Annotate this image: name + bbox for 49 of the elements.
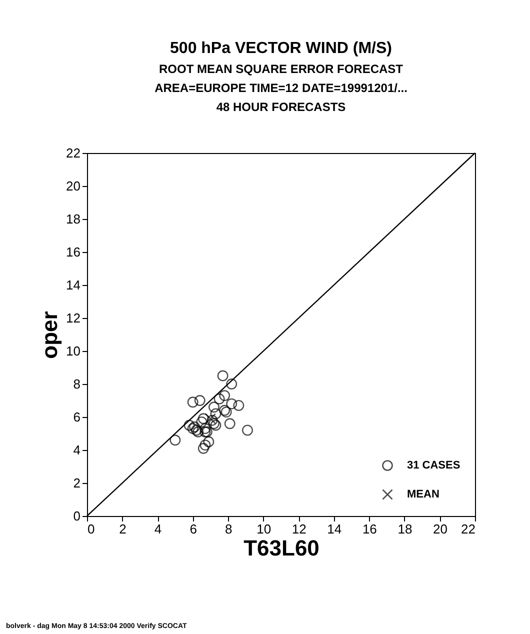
y-tick-label: 6 — [73, 410, 80, 424]
x-tick-label: 4 — [154, 522, 162, 536]
x-tick-label: 0 — [88, 522, 95, 536]
point — [200, 440, 211, 451]
point — [224, 418, 236, 430]
x-tick-label: 18 — [398, 522, 412, 536]
chart-title: 500 hPa VECTOR WIND (M/S) — [170, 40, 392, 57]
y-tick-label: 8 — [73, 376, 80, 392]
point — [219, 390, 230, 402]
y-tick-label: 0 — [73, 508, 80, 524]
x-tick-label: 2 — [119, 522, 126, 536]
y-tick-label: 22 — [66, 146, 80, 160]
x-tick-label: 10 — [256, 522, 272, 536]
x-tick-label: 20 — [432, 522, 448, 536]
y-tick-label: 18 — [66, 212, 80, 226]
point — [214, 393, 225, 404]
x-tick-label: 12 — [292, 522, 306, 536]
x-tick-label: 14 — [327, 522, 342, 536]
point — [203, 436, 214, 448]
y-tick-label: 12 — [66, 310, 80, 326]
y-tick-label: 16 — [66, 244, 80, 260]
y-tick-label: 10 — [66, 344, 80, 358]
point — [226, 398, 238, 410]
x-tick-label: 16 — [362, 522, 377, 536]
x-tick-label: 22 — [461, 522, 476, 536]
point — [187, 396, 198, 408]
x-tick-label: 6 — [190, 522, 197, 536]
point — [242, 424, 253, 436]
point — [194, 395, 206, 406]
point — [210, 408, 222, 420]
point — [198, 413, 209, 424]
chart-subtitle: ROOT MEAN SQUARE ERROR FORECAST AREA=EUROPE TIME=12 DATE=19991201/... 48 HOUR FORECASTS — [154, 62, 408, 114]
legend-label: 31 CASES — [407, 460, 460, 472]
y-tick-label: 2 — [73, 476, 80, 490]
point — [208, 402, 220, 413]
y-tick-label: 20 — [66, 178, 80, 194]
point — [200, 423, 211, 434]
legend-label: MEAN — [407, 488, 440, 500]
point — [233, 400, 244, 411]
point — [184, 420, 195, 431]
point — [226, 378, 238, 390]
y-axis-title: oper — [37, 310, 62, 359]
y-tick-label: 14 — [66, 278, 80, 292]
point — [217, 370, 228, 382]
x-tick-label: 8 — [224, 522, 232, 536]
point — [198, 442, 209, 454]
x-axis-title: T63L60 — [244, 536, 320, 560]
y-tick-label: 4 — [73, 442, 80, 458]
point — [170, 434, 181, 446]
